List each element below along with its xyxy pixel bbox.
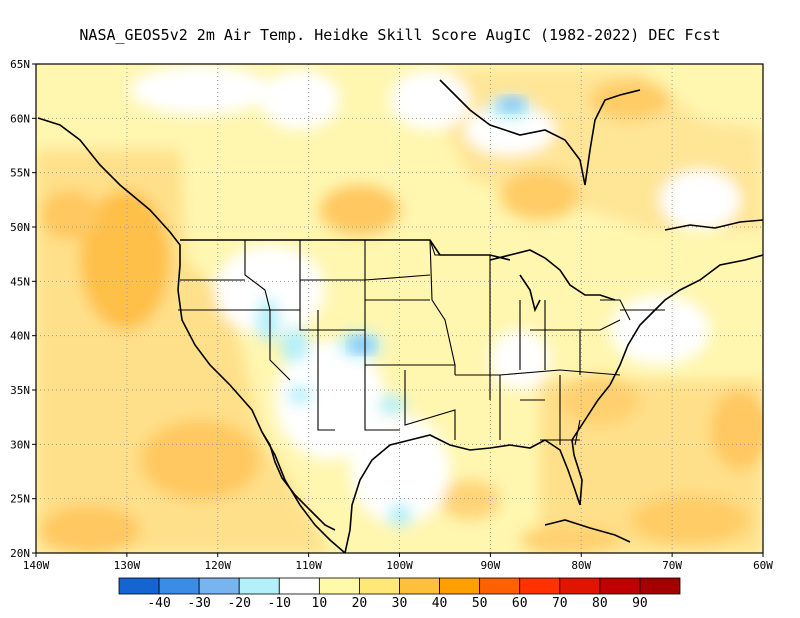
colorbar-label: -30 xyxy=(187,596,210,611)
lat-label: 30N xyxy=(10,438,30,451)
colorbar-swatch xyxy=(599,577,641,595)
lon-label: 130W xyxy=(114,559,141,572)
lat-label: 40N xyxy=(10,330,30,343)
colorbar-label: 40 xyxy=(432,596,448,611)
colorbar-swatch xyxy=(318,577,360,595)
lon-label: 90W xyxy=(480,559,500,572)
colorbar-swatch xyxy=(519,577,561,595)
skill-score-field xyxy=(36,64,763,553)
lat-label: 20N xyxy=(10,547,30,560)
colorbar-swatch xyxy=(399,577,440,595)
colorbar-swatch xyxy=(439,577,481,595)
colorbar-label: -40 xyxy=(147,596,170,611)
coastlines xyxy=(37,79,763,553)
lat-label: 25N xyxy=(10,493,30,506)
lon-label: 120W xyxy=(205,559,232,572)
colorbar-label: 60 xyxy=(512,596,528,611)
lat-label: 65N xyxy=(10,58,30,71)
lon-label: 110W xyxy=(295,559,322,572)
colorbar-swatch xyxy=(479,577,521,595)
colorbar-swatch xyxy=(198,577,240,595)
lon-label: 60W xyxy=(753,559,773,572)
lon-label: 100W xyxy=(386,559,413,572)
colorbar-swatch xyxy=(639,577,681,595)
lon-label: 70W xyxy=(662,559,682,572)
colorbar-swatch xyxy=(559,577,601,595)
colorbar-label: 50 xyxy=(472,596,488,611)
lat-label: 50N xyxy=(10,221,30,234)
colorbar-label: -10 xyxy=(268,596,291,611)
lat-label: 55N xyxy=(10,167,30,180)
lat-label: 35N xyxy=(10,384,30,397)
colorbar-swatch xyxy=(238,577,280,595)
colorbar-label: 70 xyxy=(552,596,568,611)
colorbar-swatch xyxy=(158,577,200,595)
colorbar-label: 30 xyxy=(392,596,408,611)
colorbar-label: -20 xyxy=(227,596,250,611)
colorbar-label: 10 xyxy=(312,596,328,611)
lon-label: 80W xyxy=(571,559,591,572)
intl-border xyxy=(180,239,511,261)
chart-title: NASA_GEOS5v2 2m Air Temp. Heidke Skill S… xyxy=(79,26,721,44)
colorbar xyxy=(118,577,681,595)
colorbar-swatch xyxy=(118,577,160,595)
longitude-labels: 140W 130W 120W 110W 100W 90W 80W 70W 60W xyxy=(23,553,773,572)
colorbar-label: 20 xyxy=(352,596,368,611)
colorbar-swatch xyxy=(359,577,400,595)
colorbar-label: 90 xyxy=(632,596,648,611)
colorbar-labels: -40 -30 -20 -10 10 20 30 40 50 60 70 80 90 xyxy=(147,596,647,611)
lon-label: 140W xyxy=(23,559,50,572)
lat-label: 60N xyxy=(10,112,30,125)
lat-label: 45N xyxy=(10,275,30,288)
colorbar-swatch xyxy=(278,577,320,595)
colorbar-label: 80 xyxy=(592,596,608,611)
latitude-labels: 65N 60N 55N 50N 45N 40N 35N 30N 25N 20N xyxy=(10,58,36,560)
